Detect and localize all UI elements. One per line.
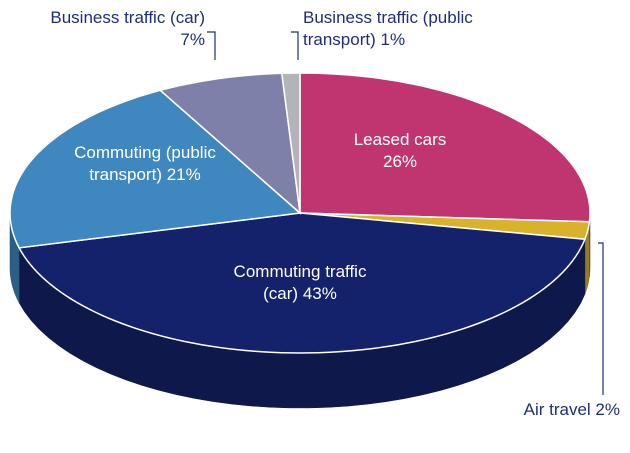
value-label: 7% — [180, 30, 205, 49]
leader-line — [207, 31, 216, 60]
value-label: 2% — [595, 400, 620, 419]
slice-label: Commuting traffic (car) 43% — [225, 261, 375, 305]
pie-slice — [280, 72, 301, 214]
pie-slice — [299, 72, 591, 223]
slice-label: Business traffic (car) 7% — [40, 7, 205, 51]
leader-line — [598, 242, 604, 395]
value-label: 21% — [166, 165, 201, 184]
category-name: Leased cars — [353, 130, 447, 149]
pie-slice — [9, 89, 302, 249]
slice-label: Business traffic (public transport) 1% — [303, 7, 543, 51]
category-name: Commuting (public transport) — [74, 143, 216, 184]
category-name: Business traffic (public transport) — [303, 8, 473, 49]
pie-slice — [17, 212, 586, 354]
leader-line — [291, 31, 299, 60]
value-label: 1% — [380, 30, 406, 49]
category-name: Commuting traffic (car) — [233, 262, 367, 303]
slice-label: Leased cars 26% — [340, 129, 460, 173]
category-name: Air travel — [523, 400, 591, 419]
value-label: 26% — [382, 152, 418, 171]
slice-label: Air travel 2% — [480, 399, 620, 421]
pie-slice — [158, 72, 302, 215]
value-label: 43% — [302, 284, 337, 303]
category-name: Business traffic (car) — [50, 8, 205, 27]
slice-label: Commuting (public transport) 21% — [55, 142, 235, 186]
